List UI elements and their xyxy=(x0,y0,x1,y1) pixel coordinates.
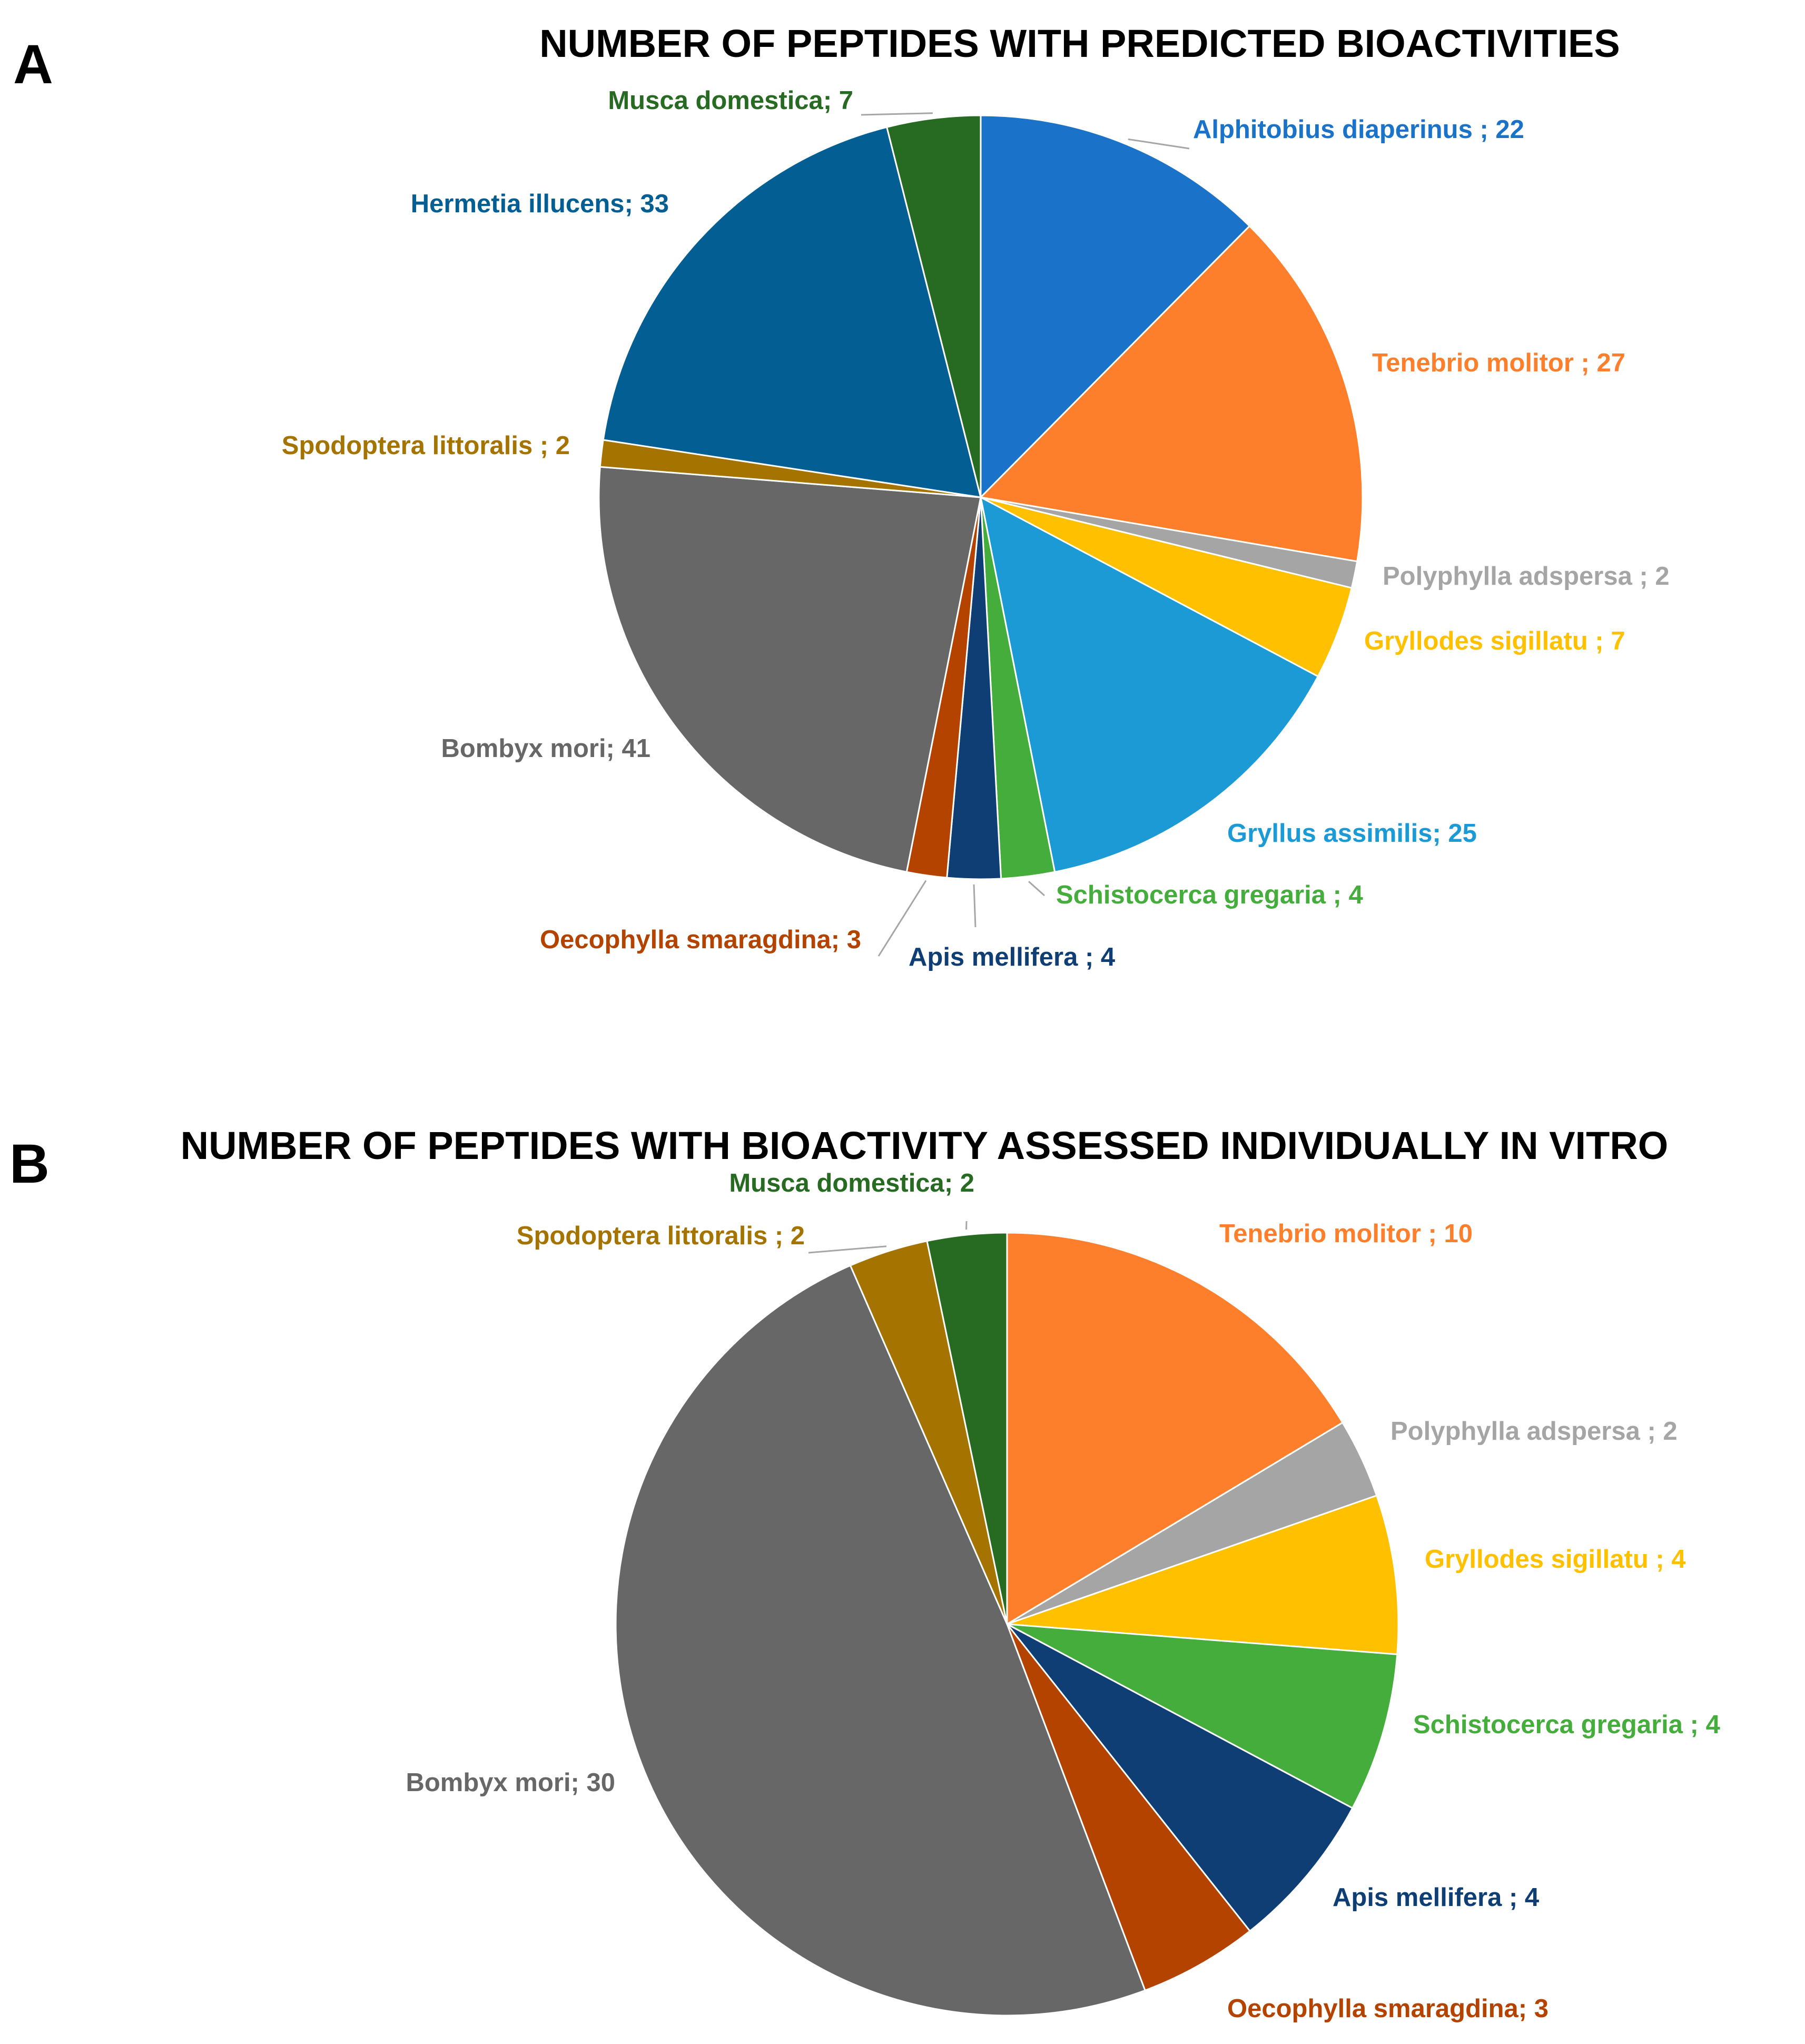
slice-gryllodes-sigillatu xyxy=(1007,1494,1399,1655)
slice-bombyx-mori xyxy=(615,1264,1147,2017)
leader-line-schistocerca-gregaria xyxy=(1028,881,1045,897)
slice-hermetia-illucens xyxy=(602,126,982,498)
label-oecophylla-smaragdina: Oecophylla smaragdina; 3 xyxy=(540,926,861,954)
slice-tenebrio-molitor xyxy=(979,224,1364,563)
chart-a: NUMBER OF PEPTIDES WITH PREDICTED BIOACT… xyxy=(282,22,1670,971)
leader-line-alphitobius-diaperinus xyxy=(1128,138,1190,150)
label-musca-domestica: Musca domestica; 2 xyxy=(729,1169,974,1197)
label-musca-domestica: Musca domestica; 7 xyxy=(608,86,853,115)
slice-tenebrio-molitor xyxy=(1006,1232,1344,1626)
slice-schistocerca-gregaria xyxy=(1007,1623,1398,1810)
label-tenebrio-molitor: Tenebrio molitor ; 10 xyxy=(1219,1220,1473,1248)
label-polyphylla-adspersa: Polyphylla adspersa ; 2 xyxy=(1383,562,1670,591)
label-spodoptera-littoralis: Spodoptera littoralis ; 2 xyxy=(517,1222,805,1250)
slice-alphitobius-diaperinus xyxy=(980,114,1251,499)
label-gryllodes-sigillatu: Gryllodes sigillatu ; 7 xyxy=(1364,627,1625,655)
label-spodoptera-littoralis: Spodoptera littoralis ; 2 xyxy=(282,431,570,460)
slice-musca-domestica xyxy=(885,114,982,498)
label-polyphylla-adspersa: Polyphylla adspersa ; 2 xyxy=(1390,1417,1678,1446)
label-gryllus-assimilis: Gryllus assimilis; 25 xyxy=(1227,819,1477,848)
label-hermetia-illucens: Hermetia illucens; 33 xyxy=(411,190,669,218)
label-oecophylla-smaragdina: Oecophylla smaragdina; 3 xyxy=(1227,1994,1548,2023)
label-apis-mellifera: Apis mellifera ; 4 xyxy=(1333,1883,1539,1912)
slice-oecophylla-smaragdina xyxy=(1006,1624,1251,1992)
panel-label-a: A xyxy=(13,34,53,95)
leader-line-spodoptera-littoralis xyxy=(808,1245,887,1254)
chart-b: NUMBER OF PEPTIDES WITH BIOACTIVITY ASSE… xyxy=(181,1124,1720,2023)
label-schistocerca-gregaria: Schistocerca gregaria ; 4 xyxy=(1413,1711,1720,1739)
slice-musca-domestica xyxy=(926,1232,1008,1625)
slice-gryllus-assimilis xyxy=(979,496,1319,873)
label-bombyx-mori: Bombyx mori; 30 xyxy=(406,1768,615,1797)
slice-gryllodes-sigillatu xyxy=(980,496,1353,678)
chart-b-title: NUMBER OF PEPTIDES WITH BIOACTIVITY ASSE… xyxy=(181,1124,1669,1167)
label-bombyx-mori: Bombyx mori; 41 xyxy=(441,734,650,763)
label-apis-mellifera: Apis mellifera ; 4 xyxy=(909,943,1115,971)
chart-a-title: NUMBER OF PEPTIDES WITH PREDICTED BIOACT… xyxy=(539,22,1620,65)
slice-bombyx-mori xyxy=(598,466,982,873)
label-schistocerca-gregaria: Schistocerca gregaria ; 4 xyxy=(1056,881,1363,909)
label-alphitobius-diaperinus: Alphitobius diaperinus ; 22 xyxy=(1193,115,1524,144)
leader-line-apis-mellifera xyxy=(973,884,977,928)
label-gryllodes-sigillatu: Gryllodes sigillatu ; 4 xyxy=(1425,1545,1686,1574)
label-tenebrio-molitor: Tenebrio molitor ; 27 xyxy=(1372,349,1625,377)
panel-label-b: B xyxy=(9,1133,50,1195)
leader-line-oecophylla-smaragdina xyxy=(877,880,927,957)
slice-apis-mellifera xyxy=(1006,1623,1354,1932)
leader-line-musca-domestica xyxy=(861,112,933,116)
